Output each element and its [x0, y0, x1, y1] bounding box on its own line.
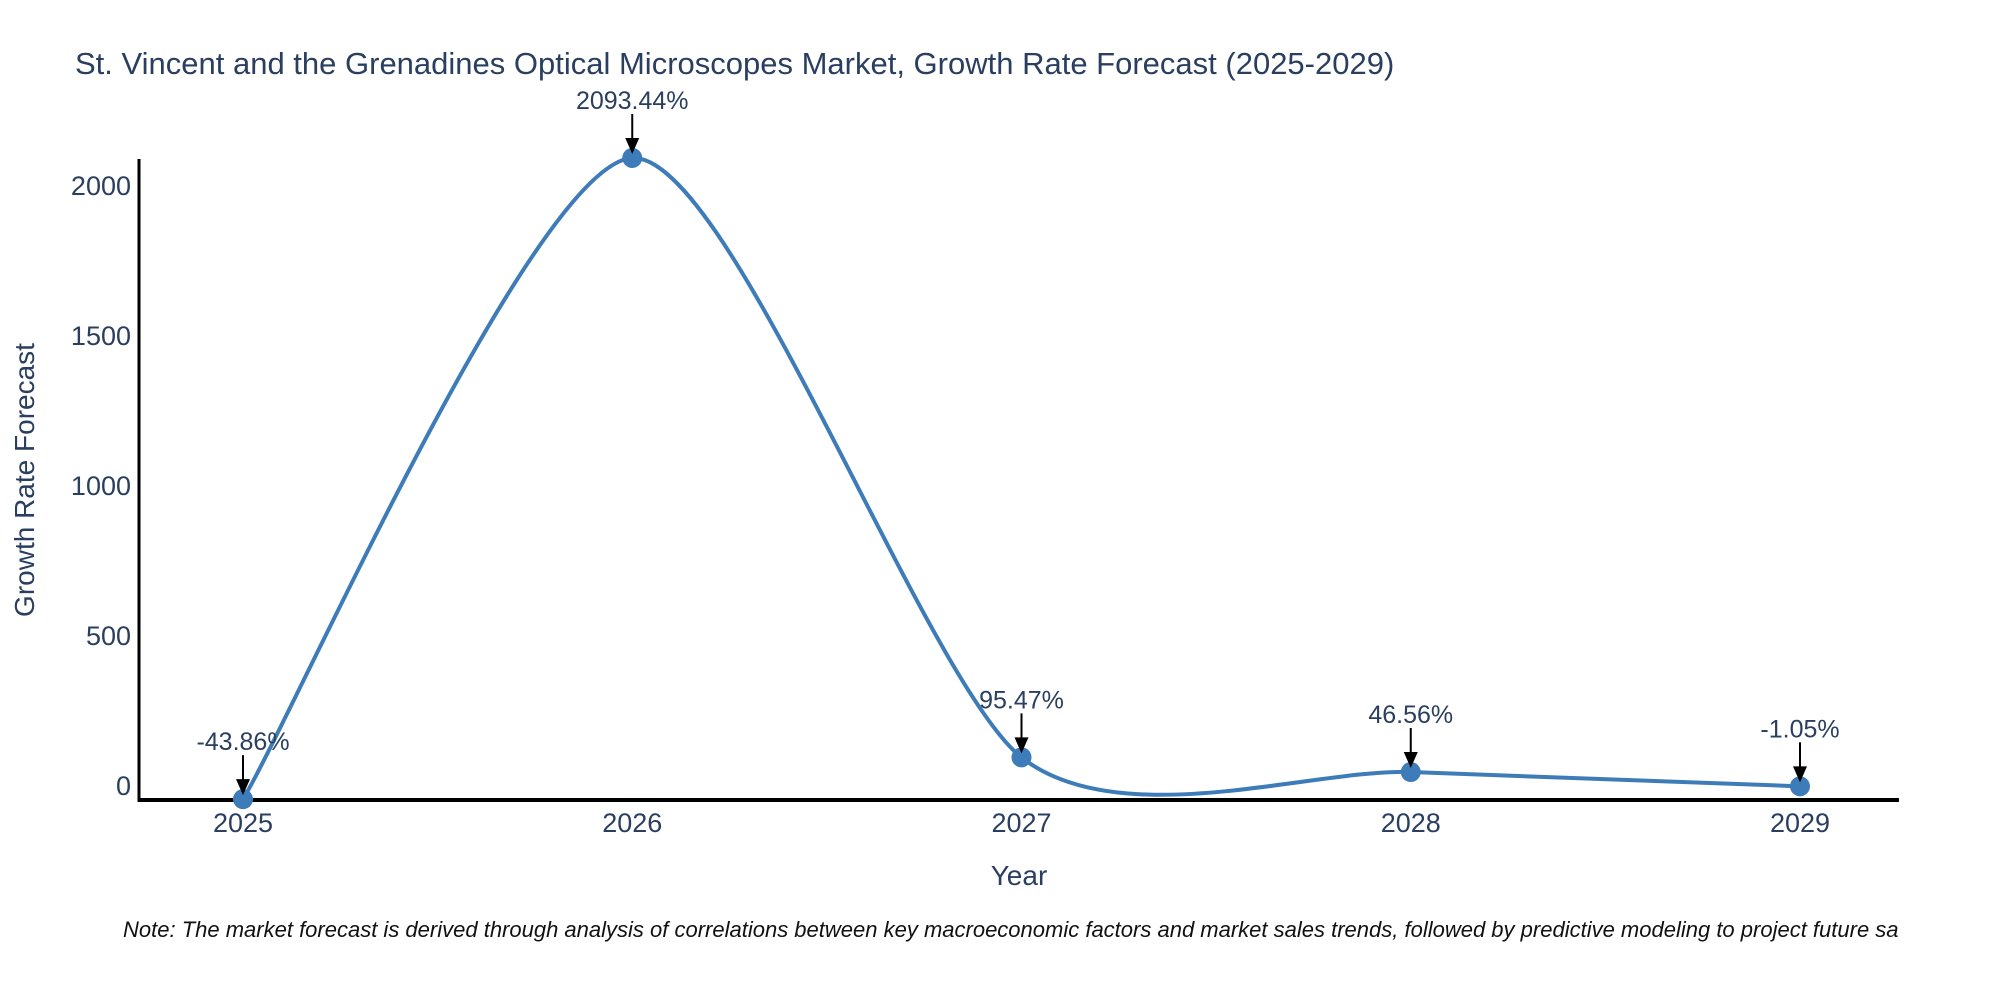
x-tick-label: 2025	[213, 808, 273, 838]
data-point-marker[interactable]	[233, 789, 253, 810]
point-annotation-label: 46.56%	[1368, 701, 1453, 729]
point-annotation-label: -1.05%	[1760, 715, 1839, 743]
chart-title: St. Vincent and the Grenadines Optical M…	[75, 46, 1394, 81]
y-axis-title: Growth Rate Forecast	[9, 343, 40, 617]
x-tick-label: 2027	[991, 808, 1051, 838]
y-tick-label: 500	[86, 621, 131, 651]
annotation-arrowhead	[1014, 737, 1029, 754]
annotation-arrowhead	[625, 137, 640, 154]
x-tick-label: 2028	[1381, 808, 1441, 838]
y-tick-label: 1500	[71, 321, 131, 351]
x-tick-label: 2029	[1770, 808, 1830, 838]
data-point-marker[interactable]	[622, 147, 643, 168]
y-tick-label: 0	[116, 771, 131, 801]
data-point-marker[interactable]	[1011, 747, 1032, 768]
annotation-arrowhead	[1793, 766, 1807, 783]
point-annotation-label: -43.86%	[196, 728, 289, 756]
data-point-marker[interactable]	[1400, 762, 1421, 783]
y-tick-label: 1000	[71, 471, 131, 501]
data-point-marker[interactable]	[1790, 776, 1810, 797]
forecast-spline-line[interactable]	[241, 155, 1801, 801]
plot-area[interactable]: 0 500 1000 1500 2000 2025 2026 2027 2028 2029 -43.…	[71, 87, 1899, 838]
x-axis-title: Year	[991, 860, 1048, 891]
annotation-arrowhead	[236, 779, 250, 796]
point-annotation-label: 95.47%	[979, 686, 1064, 714]
x-tick-label: 2026	[602, 808, 662, 838]
y-tick-label: 2000	[71, 171, 131, 201]
annotation-arrowhead	[1403, 752, 1418, 769]
point-annotation-label: 2093.44%	[576, 87, 689, 115]
footnote: Note: The market forecast is derived thr…	[123, 917, 1899, 942]
